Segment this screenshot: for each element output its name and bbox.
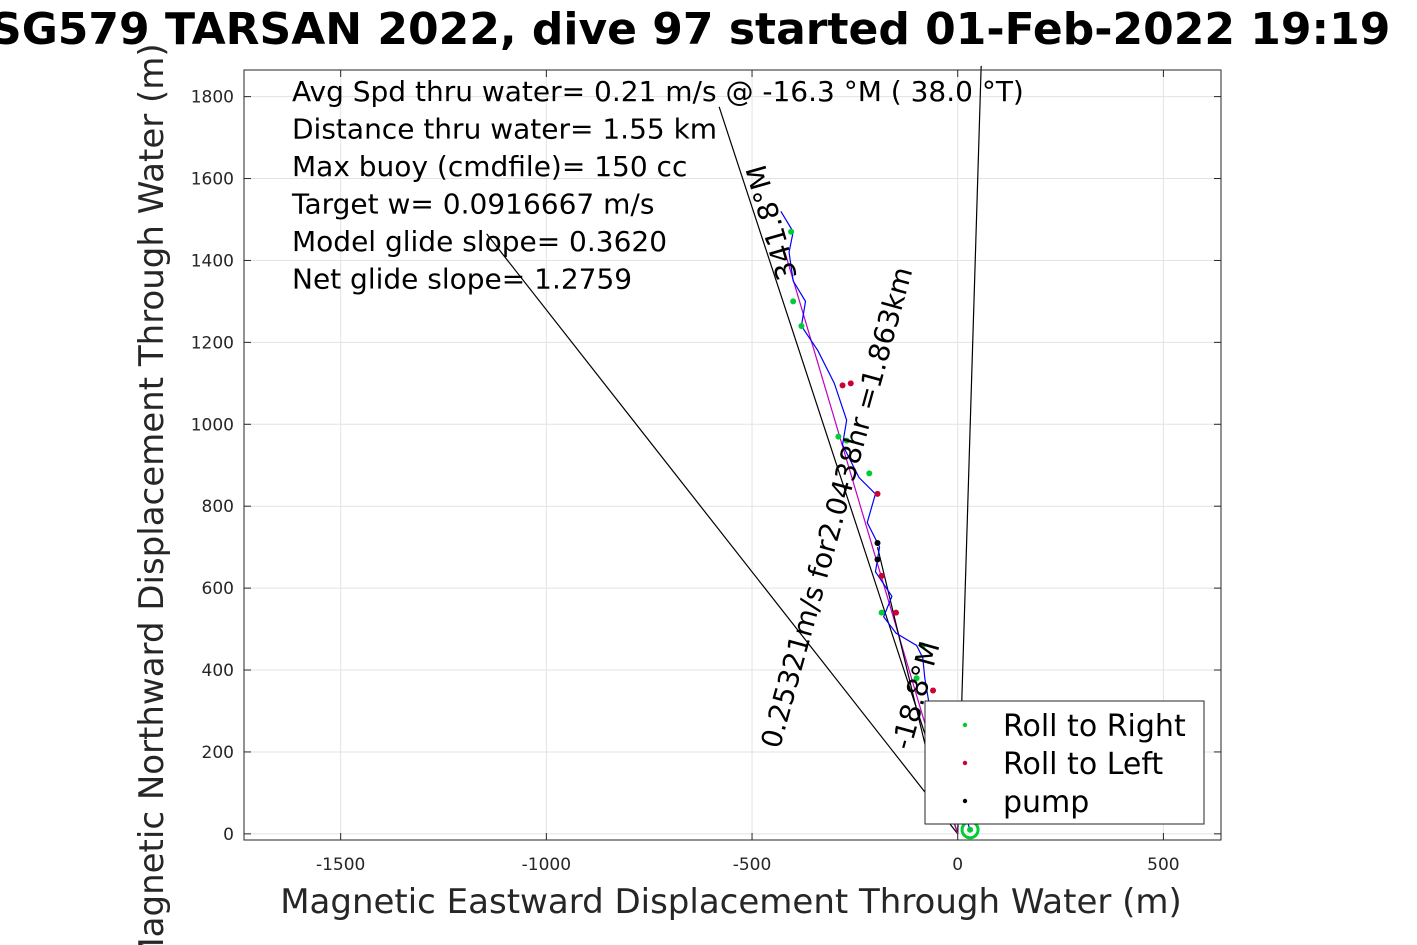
- roll-right-marker: [798, 322, 805, 329]
- pump-marker: [874, 540, 881, 547]
- y-tick-label: 200: [202, 743, 234, 763]
- roll-right-marker: [878, 609, 885, 616]
- annotation-line: Net glide slope= 1.2759: [292, 263, 632, 296]
- roll-left-marker: [874, 490, 881, 497]
- roll-left-marker: [839, 382, 846, 389]
- roll-right-marker: [788, 228, 795, 235]
- x-tick-label: 500: [1147, 855, 1179, 875]
- annotation-line: Model glide slope= 0.3620: [292, 225, 667, 258]
- roll-left-marker: [878, 572, 885, 579]
- y-tick-label: 400: [202, 661, 234, 681]
- legend-box: [924, 700, 1205, 825]
- roll-right-marker: [919, 642, 926, 649]
- pump-marker: [874, 556, 881, 563]
- y-tick-label: 600: [202, 579, 234, 599]
- roll-right-marker: [913, 675, 920, 682]
- line-current: [876, 547, 928, 753]
- annotation-line: Max buoy (cmdfile)= 150 cc: [292, 150, 687, 183]
- x-tick-label: -500: [733, 855, 772, 875]
- chart-title: SG579 TARSAN 2022, dive 97 started 01-Fe…: [0, 0, 1417, 60]
- tick-layer: -1500 -1000 -500 0 500 0 200 400 600 800 1000 1200 1…: [191, 70, 1221, 875]
- y-tick-label: 1600: [191, 170, 234, 190]
- annotation-line: Avg Spd thru water= 0.21 m/s @ -16.3 °M …: [292, 75, 1024, 108]
- roll-left-marker: [930, 687, 937, 694]
- y-tick-label: 1200: [191, 333, 234, 353]
- y-tick-label: 1000: [191, 415, 234, 435]
- y-tick-label: 1400: [191, 251, 234, 271]
- x-tick-label: -1500: [316, 855, 365, 875]
- roll-right-marker: [967, 826, 974, 833]
- y-tick-label: 1800: [191, 88, 234, 108]
- x-axis-label: Magnetic Eastward Displacement Through W…: [280, 882, 1182, 922]
- y-tick-label: 0: [223, 825, 234, 845]
- roll-right-marker: [866, 470, 873, 477]
- plot-frame: [243, 69, 1222, 841]
- annotation-block: Avg Spd thru water= 0.21 m/s @ -16.3 °M …: [291, 75, 1024, 296]
- line-glide: [486, 233, 959, 835]
- legend-label: Roll to Right: [1003, 709, 1186, 744]
- legend-marker: [962, 760, 968, 766]
- annotation-line: Target w= 0.0916667 m/s: [291, 188, 654, 221]
- roll-left-marker: [847, 380, 854, 387]
- chart-title-text: SG579 TARSAN 2022, dive 97 started 01-Fe…: [0, 4, 1391, 55]
- annotation-line: Distance thru water= 1.55 km: [292, 113, 717, 146]
- y-axis-label: Magnetic Northward Displacement Through …: [132, 43, 172, 945]
- legend-label: pump: [1003, 785, 1089, 820]
- y-tick-label: 800: [202, 497, 234, 517]
- roll-right-marker: [790, 298, 797, 305]
- legend-marker: [962, 722, 968, 728]
- x-tick-label: 0: [952, 855, 963, 875]
- legend-label: Roll to Left: [1003, 747, 1163, 782]
- roll-left-marker: [893, 609, 900, 616]
- x-tick-label: -1000: [522, 855, 571, 875]
- legend-marker: [962, 798, 968, 804]
- roll-right-marker: [835, 433, 842, 440]
- roll-right-marker: [843, 437, 850, 444]
